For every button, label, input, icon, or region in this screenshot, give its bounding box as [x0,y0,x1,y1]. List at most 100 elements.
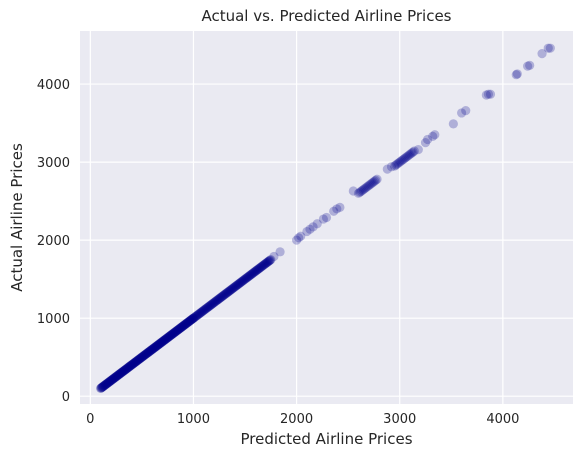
data-point [240,274,250,284]
data-point [139,351,149,361]
data-point [353,188,364,198]
data-point [112,371,122,381]
data-point [190,312,200,322]
data-point [261,258,272,268]
data-point [141,349,151,359]
data-point [124,362,134,372]
data-point [130,357,140,367]
data-point [119,366,129,376]
data-point [108,374,119,384]
y-tick-label: 1000 [37,312,70,327]
data-point [177,321,187,332]
data-point [143,347,154,357]
tick-labels: 0 1000 2000 3000 4000 0 1000 2000 3000 4000 [37,78,520,427]
data-point [155,338,165,349]
data-point [363,181,373,191]
data-point [202,303,212,313]
data-point [237,277,247,287]
data-point [154,339,164,349]
data-point [409,146,419,156]
data-point [332,204,342,214]
grid-lines [80,31,573,404]
data-point [485,89,496,99]
data-point [201,303,212,313]
y-axis-label: Actual Airline Prices [8,143,26,292]
data-point [192,310,202,320]
y-tick-label: 3000 [37,156,70,171]
data-point [162,333,173,343]
data-point [185,316,195,326]
data-point [120,365,130,375]
data-point [178,321,189,331]
data-point [175,323,185,333]
data-point [131,356,141,367]
data-point [198,306,208,316]
data-point [397,155,407,165]
data-point [371,175,381,185]
data-point [537,49,547,59]
data-point [234,279,244,289]
data-point [147,345,157,355]
data-point [113,370,123,380]
data-point [180,319,190,330]
data-point [152,341,162,351]
data-point [105,376,115,386]
data-point [382,164,392,174]
data-point [167,329,177,339]
data-point [457,108,467,118]
data-point [221,288,231,298]
data-point [127,359,137,369]
data-point [223,287,233,297]
data-point [136,352,147,363]
data-point [204,301,214,312]
data-point [129,358,139,369]
data-point [153,340,163,350]
data-point [227,284,238,294]
data-point [368,177,378,187]
data-point [195,308,205,319]
data-point [98,381,109,391]
data-point [407,148,417,158]
y-tick-label: 0 [62,390,70,405]
data-point [258,260,268,270]
data-point [220,289,230,299]
data-point [112,370,123,381]
data-point [162,333,172,344]
data-point [247,269,257,279]
data-point [117,367,127,378]
data-point [183,317,193,327]
data-point [190,312,200,322]
data-point [118,366,128,377]
data-point [208,299,218,309]
x-tick-label: 2000 [280,412,313,427]
data-point [158,336,168,346]
data-point [165,331,175,341]
data-point [188,313,199,323]
data-point [186,315,196,325]
data-point [253,264,264,274]
data-point [184,316,194,327]
data-point [163,332,173,343]
data-point [115,368,126,379]
data-point [166,330,176,340]
data-point [234,278,244,289]
data-point [248,268,259,278]
data-point [242,273,252,283]
data-point [105,376,116,386]
data-point [259,260,269,270]
data-point [147,344,157,354]
data-point [232,280,242,290]
data-point [149,343,159,353]
data-point [481,90,491,100]
data-point [153,340,163,350]
data-point [229,283,239,293]
data-point [393,158,403,168]
data-point [143,347,153,358]
data-point [260,259,270,269]
data-point [145,346,155,356]
data-point [159,336,169,346]
data-point [119,366,129,376]
data-point [127,360,137,370]
data-point [252,265,262,275]
x-axis-label: Predicted Airline Prices [240,430,412,448]
